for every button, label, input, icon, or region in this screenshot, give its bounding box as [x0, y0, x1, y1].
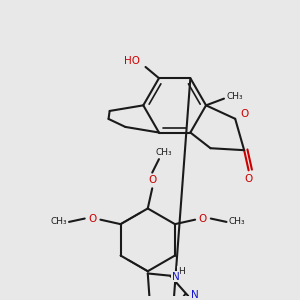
Text: CH₃: CH₃ — [227, 92, 244, 101]
Text: O: O — [88, 214, 97, 224]
Text: O: O — [148, 176, 156, 185]
Text: CH₃: CH₃ — [51, 218, 67, 226]
Text: O: O — [244, 174, 253, 184]
Text: N: N — [172, 272, 180, 282]
Text: N: N — [191, 290, 199, 300]
Text: CH₃: CH₃ — [155, 148, 172, 157]
Text: O: O — [240, 109, 248, 119]
Text: H: H — [178, 267, 185, 276]
Text: HO: HO — [124, 56, 140, 66]
Text: O: O — [199, 214, 207, 224]
Text: CH₃: CH₃ — [228, 218, 245, 226]
